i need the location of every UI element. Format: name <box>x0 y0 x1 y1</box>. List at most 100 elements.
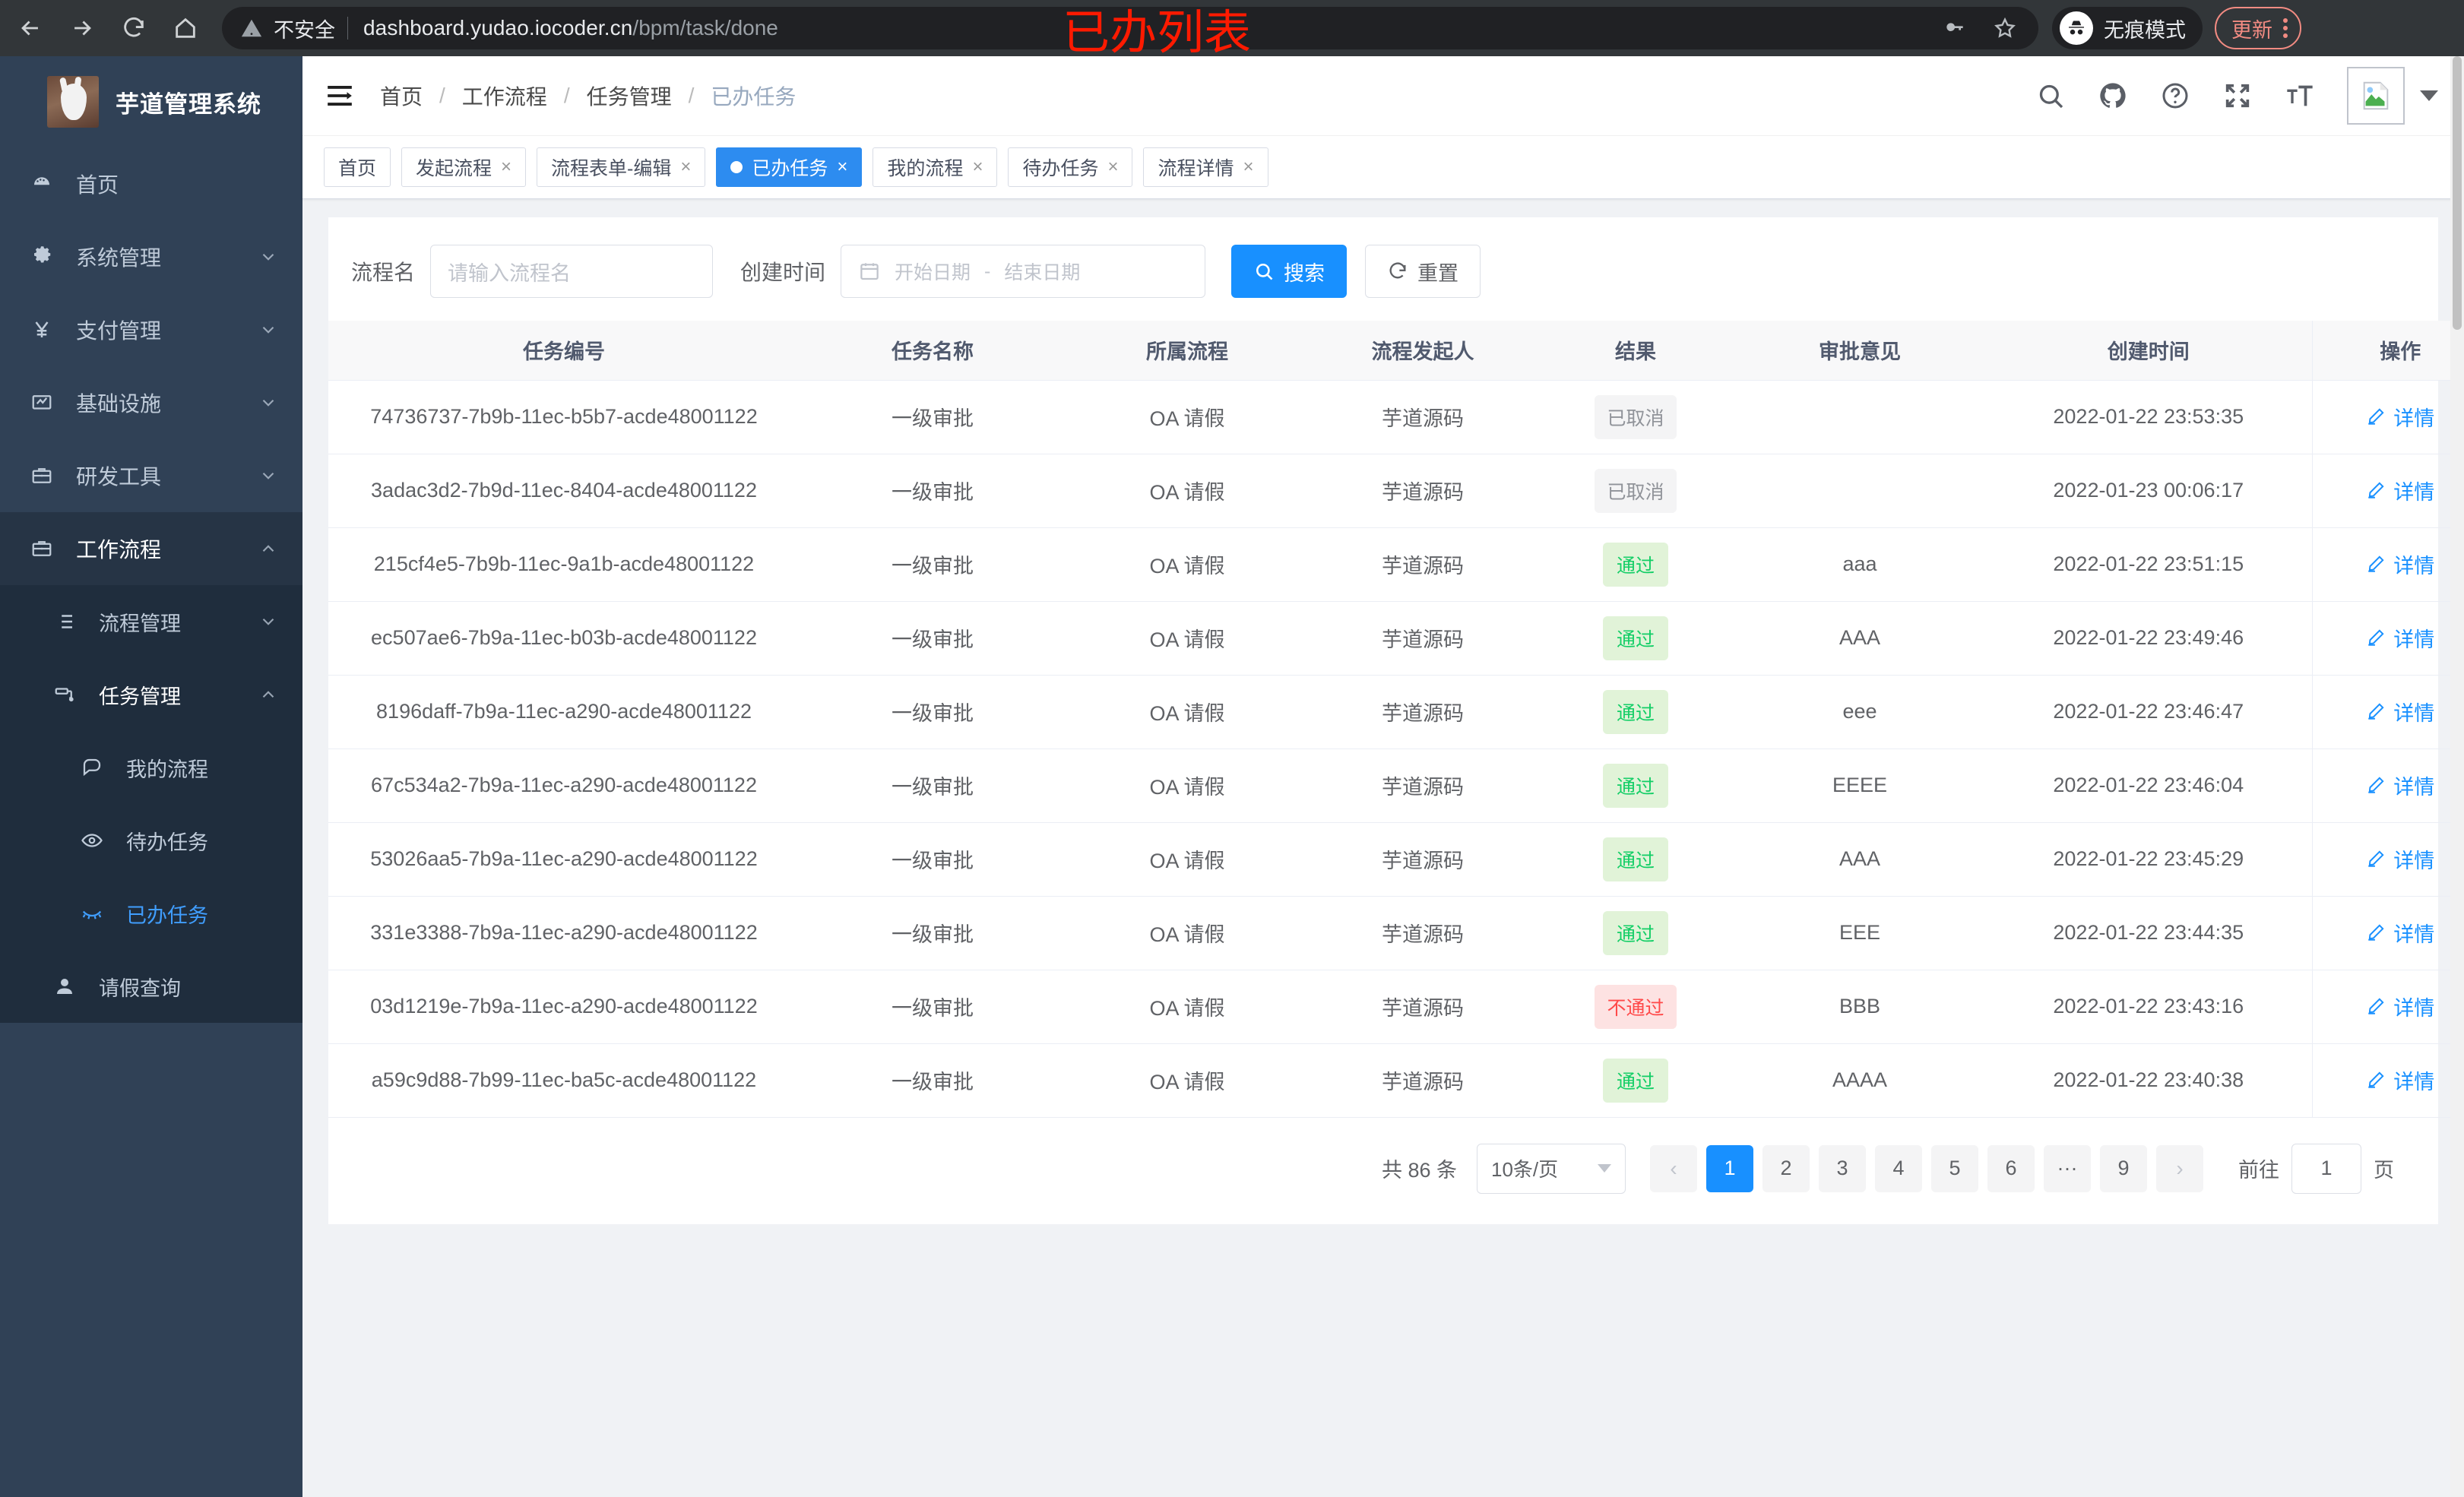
star-icon[interactable] <box>1993 16 2017 40</box>
page-button-4[interactable]: 4 <box>1875 1144 1922 1192</box>
avatar[interactable] <box>2347 67 2405 125</box>
page-button-2[interactable]: 2 <box>1762 1144 1810 1192</box>
breadcrumb-item-task-management[interactable]: 任务管理 <box>586 85 672 109</box>
next-page-button[interactable]: › <box>2156 1144 2203 1192</box>
home-icon[interactable] <box>164 7 207 49</box>
process-name-input[interactable]: 请输入流程名 <box>430 245 714 298</box>
back-arrow-icon[interactable] <box>9 7 52 49</box>
page-button-3[interactable]: 3 <box>1819 1144 1866 1192</box>
sidebar-item-leave-query[interactable]: 请假查询 <box>0 950 302 1023</box>
sidebar-item-done-task[interactable]: 已办任务 <box>0 877 302 950</box>
page-size-select[interactable]: 10条/页 <box>1477 1143 1626 1194</box>
create-time-range-picker[interactable]: 开始日期 - 结束日期 <box>841 245 1206 298</box>
detail-link[interactable]: 详情 <box>2366 1065 2434 1095</box>
sidebar-item-label: 研发工具 <box>76 465 162 489</box>
detail-link[interactable]: 详情 <box>2366 623 2434 653</box>
tabs-bar: 首页 发起流程 × 流程表单-编辑 × 已办任务 × 我的流程 × 待办任务 ×… <box>302 135 2464 199</box>
breadcrumb-item-home[interactable]: 首页 <box>380 85 423 109</box>
update-button[interactable]: 更新 <box>2215 7 2301 49</box>
sidebar: 芋道管理系统 首页 系统管理 支付管理 基础设施 研发工具 <box>0 56 302 1497</box>
detail-link[interactable]: 详情 <box>2366 476 2434 505</box>
avatar-menu[interactable] <box>2347 67 2438 125</box>
sidebar-item-process-management[interactable]: 流程管理 <box>0 585 302 658</box>
sidebar-item-system[interactable]: 系统管理 <box>0 220 302 293</box>
sidebar-item-payment[interactable]: 支付管理 <box>0 293 302 366</box>
sidebar-item-workflow[interactable]: 工作流程 <box>0 512 302 585</box>
close-icon[interactable]: × <box>1243 157 1254 177</box>
chevron-down-icon[interactable] <box>2420 90 2438 101</box>
reload-icon[interactable] <box>112 7 155 49</box>
hamburger-icon[interactable] <box>322 78 357 113</box>
sidebar-item-todo-task[interactable]: 待办任务 <box>0 804 302 877</box>
cell-result: 通过 <box>1537 1043 1734 1118</box>
sidebar-item-my-process[interactable]: 我的流程 <box>0 731 302 804</box>
tab-todo-task[interactable]: 待办任务 × <box>1008 147 1133 187</box>
jump-page-input[interactable]: 1 <box>2291 1143 2361 1194</box>
cell-starter: 芋道源码 <box>1309 896 1537 970</box>
detail-link[interactable]: 详情 <box>2366 918 2434 948</box>
close-icon[interactable]: × <box>501 157 512 177</box>
cell-operation: 详情 <box>2311 970 2464 1044</box>
address-bar[interactable]: 不安全 dashboard.yudao.iocoder.cn/bpm/task/… <box>222 7 2038 49</box>
search-icon[interactable] <box>2035 81 2066 111</box>
cell-task-name: 一级审批 <box>800 454 1066 528</box>
detail-link[interactable]: 详情 <box>2366 549 2434 579</box>
pagination: 共 86 条 10条/页 ‹ 1 2 3 4 5 6 ··· 9 › <box>328 1118 2438 1224</box>
detail-link[interactable]: 详情 <box>2366 402 2434 432</box>
briefcase-icon <box>24 537 59 560</box>
github-icon[interactable] <box>2098 81 2128 111</box>
page-ellipsis[interactable]: ··· <box>2044 1144 2091 1192</box>
close-icon[interactable]: × <box>837 157 848 177</box>
tab-process-detail[interactable]: 流程详情 × <box>1143 147 1268 187</box>
page-button-1[interactable]: 1 <box>1706 1144 1753 1192</box>
close-icon[interactable]: × <box>680 157 692 177</box>
cell-created-time: 2022-01-22 23:51:15 <box>1985 527 2312 602</box>
prev-page-button[interactable]: ‹ <box>1650 1144 1697 1192</box>
page-jumper: 前往 1 页 <box>2238 1143 2394 1194</box>
start-date-placeholder: 开始日期 <box>895 262 971 283</box>
page-button-9[interactable]: 9 <box>2100 1144 2147 1192</box>
sidebar-item-home[interactable]: 首页 <box>0 147 302 220</box>
help-circle-icon[interactable] <box>2160 81 2190 111</box>
status-badge: 通过 <box>1603 1058 1668 1103</box>
search-button[interactable]: 搜索 <box>1231 245 1348 298</box>
fullscreen-icon[interactable] <box>2222 81 2253 111</box>
font-size-icon[interactable] <box>2285 81 2315 111</box>
cell-task-id: 3adac3d2-7b9d-11ec-8404-acde48001122 <box>328 454 800 528</box>
key-icon[interactable] <box>1943 16 1967 40</box>
sidebar-item-devtools[interactable]: 研发工具 <box>0 439 302 512</box>
refresh-icon <box>1389 262 1406 279</box>
tab-process-form-edit[interactable]: 流程表单-编辑 × <box>537 147 706 187</box>
forward-arrow-icon[interactable] <box>61 7 103 49</box>
page-button-6[interactable]: 6 <box>1987 1144 2035 1192</box>
tab-my-process[interactable]: 我的流程 × <box>873 147 998 187</box>
filter-card: 流程名 请输入流程名 创建时间 开始日期 - 结束日期 搜索 重置 <box>328 217 2438 321</box>
detail-link[interactable]: 详情 <box>2366 844 2434 874</box>
close-icon[interactable]: × <box>1107 157 1119 177</box>
security-label: 不安全 <box>274 18 335 42</box>
page-scrollbar[interactable] <box>2450 56 2464 1497</box>
incognito-indicator[interactable]: 无痕模式 <box>2052 7 2203 49</box>
tab-label: 我的流程 <box>887 158 964 179</box>
sidebar-item-infrastructure[interactable]: 基础设施 <box>0 366 302 439</box>
cell-operation: 详情 <box>2311 896 2464 970</box>
chrome-menu-icon[interactable] <box>2283 18 2288 38</box>
breadcrumb-item-workflow[interactable]: 工作流程 <box>461 85 547 109</box>
cell-created-time: 2022-01-22 23:46:47 <box>1985 675 2312 749</box>
tab-done-task[interactable]: 已办任务 × <box>716 147 863 187</box>
status-badge: 通过 <box>1603 542 1668 587</box>
tab-start-process[interactable]: 发起流程 × <box>401 147 527 187</box>
brand[interactable]: 芋道管理系统 <box>0 56 302 147</box>
sidebar-item-label: 待办任务 <box>126 831 208 854</box>
scrollbar-thumb[interactable] <box>2453 56 2462 330</box>
detail-link[interactable]: 详情 <box>2366 992 2434 1021</box>
sidebar-item-task-management[interactable]: 任务管理 <box>0 658 302 731</box>
tab-home[interactable]: 首页 <box>324 147 391 187</box>
detail-link[interactable]: 详情 <box>2366 697 2434 726</box>
detail-link[interactable]: 详情 <box>2366 771 2434 800</box>
cell-process: OA 请假 <box>1066 527 1309 602</box>
reset-button[interactable]: 重置 <box>1365 245 1481 298</box>
page-button-5[interactable]: 5 <box>1931 1144 1978 1192</box>
table-row: 74736737-7b9b-11ec-b5b7-acde48001122 一级审批… <box>328 380 2464 454</box>
close-icon[interactable]: × <box>972 157 983 177</box>
